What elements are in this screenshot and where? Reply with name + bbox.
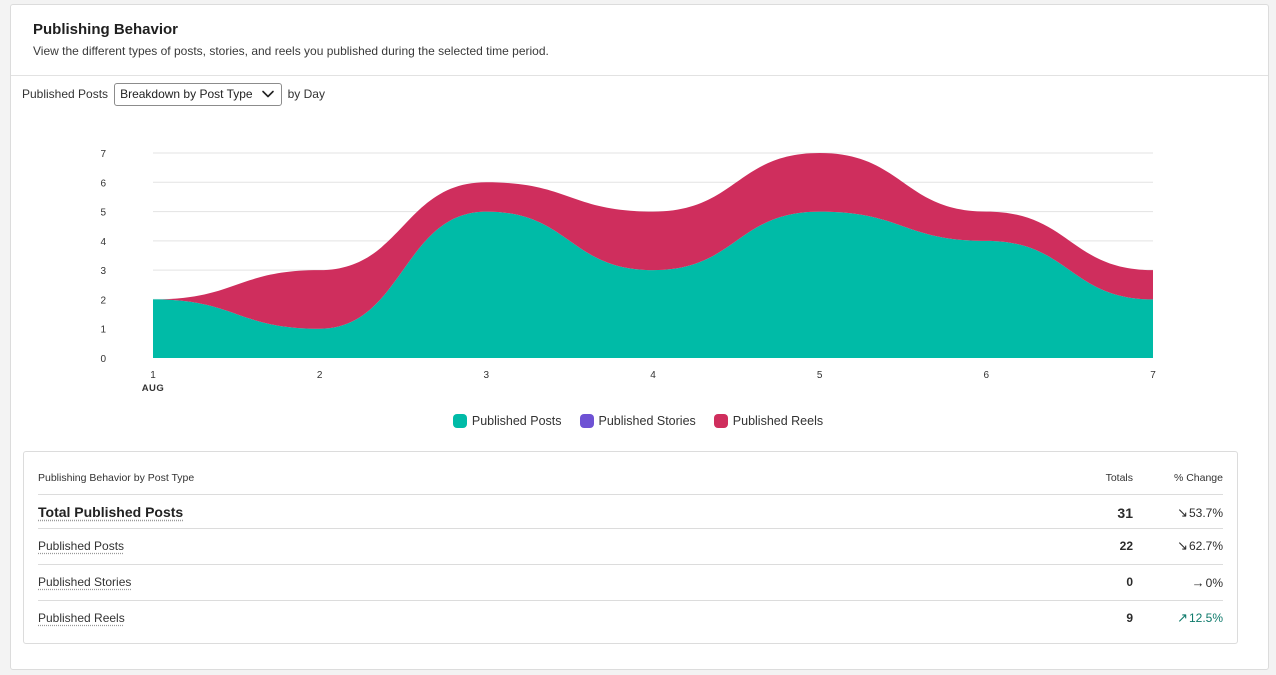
card-title: Publishing Behavior: [33, 21, 179, 38]
row-total: 9: [1126, 611, 1133, 625]
published-posts-link[interactable]: Published Posts: [38, 539, 125, 553]
divider: [38, 528, 1223, 529]
y-tick-label: 4: [100, 237, 106, 248]
chevron-down-icon: [261, 87, 275, 101]
x-tick-label: 1: [150, 370, 156, 381]
divider: [38, 494, 1223, 495]
table-row-total: Total Published Posts 31 ↘53.7%: [38, 497, 1223, 529]
x-tick-label: 3: [484, 370, 490, 381]
legend-swatch: [713, 414, 728, 428]
granularity-label: by Day: [287, 87, 325, 101]
table-header-name: Publishing Behavior by Post Type: [38, 472, 195, 484]
legend-item-published-stories[interactable]: Published Stories: [579, 414, 696, 428]
published-stories-link[interactable]: Published Stories: [38, 575, 132, 589]
card-header: Publishing Behavior View the different t…: [11, 5, 1268, 76]
x-tick-label: 4: [650, 370, 656, 381]
table-row: Published Stories 0 →0%: [38, 565, 1223, 599]
y-tick-label: 6: [100, 178, 106, 189]
x-tick-label: 5: [817, 370, 823, 381]
x-tick-label: 2: [317, 370, 323, 381]
y-tick-label: 0: [100, 354, 106, 365]
total-change: ↘53.7%: [1177, 505, 1223, 520]
legend-label: Published Stories: [598, 414, 696, 428]
breakdown-select-value: Breakdown by Post Type: [120, 87, 253, 101]
y-tick-label: 1: [100, 325, 106, 336]
y-tick-label: 3: [100, 266, 106, 277]
legend-item-published-reels[interactable]: Published Reels: [713, 414, 824, 428]
divider: [38, 600, 1223, 601]
trend-flat-icon: →: [1191, 574, 1205, 590]
row-change: ↗12.5%: [1177, 610, 1223, 625]
legend-item-published-posts[interactable]: Published Posts: [452, 414, 562, 428]
publishing-area-chart: 0 1 2 3 4 5 6 7 1 2 3 4 5 6 7 AUG: [100, 149, 1156, 394]
trend-down-icon: ↘: [1177, 505, 1188, 520]
legend-label: Published Posts: [471, 414, 562, 428]
metric-label: Published Posts: [22, 87, 109, 101]
table-header-totals: Totals: [1105, 472, 1133, 484]
published-posts-area: [153, 211, 1153, 358]
chart-controls: Published Posts Breakdown by Post Type b…: [22, 82, 325, 106]
row-change: →0%: [1191, 574, 1223, 590]
x-tick-label: 7: [1150, 370, 1156, 381]
x-tick-label: 6: [984, 370, 990, 381]
total-value: 31: [1117, 505, 1133, 521]
table-header-change: % Change: [1173, 472, 1223, 484]
total-published-posts-link[interactable]: Total Published Posts: [38, 504, 184, 520]
legend-swatch: [579, 414, 594, 428]
trend-up-icon: ↗: [1177, 610, 1188, 625]
legend-swatch: [452, 414, 467, 428]
y-tick-label: 7: [100, 149, 106, 160]
card-subtitle: View the different types of posts, stori…: [33, 44, 549, 58]
chart-legend: Published Posts Published Stories Publishe…: [0, 414, 1276, 428]
row-change: ↘62.7%: [1177, 538, 1223, 553]
breakdown-select[interactable]: Breakdown by Post Type: [114, 82, 282, 106]
table-row: Published Reels 9 ↗12.5%: [38, 601, 1223, 635]
divider: [38, 564, 1223, 565]
legend-label: Published Reels: [732, 414, 824, 428]
row-total: 0: [1126, 575, 1133, 589]
published-reels-link[interactable]: Published Reels: [38, 611, 125, 625]
table-header: Publishing Behavior by Post Type Totals …: [38, 468, 1223, 488]
row-total: 22: [1119, 539, 1133, 553]
y-tick-label: 5: [100, 208, 106, 219]
table-row: Published Posts 22 ↘62.7%: [38, 529, 1223, 563]
published-reels-area: [153, 153, 1153, 329]
y-tick-label: 2: [100, 295, 106, 306]
post-type-table: Publishing Behavior by Post Type Totals …: [23, 451, 1238, 644]
x-axis-month-label: AUG: [142, 383, 165, 394]
trend-down-icon: ↘: [1177, 538, 1188, 553]
